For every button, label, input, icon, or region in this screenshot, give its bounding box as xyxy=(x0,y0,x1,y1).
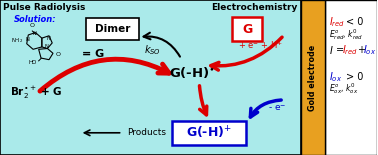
Text: N: N xyxy=(47,36,51,41)
Text: $E^{o}_{ox}$, $k^{0}_{ox}$: $E^{o}_{ox}$, $k^{0}_{ox}$ xyxy=(329,82,358,96)
Text: $k_{SO}$: $k_{SO}$ xyxy=(144,43,161,57)
Text: G(-H)$^{\bullet}$: G(-H)$^{\bullet}$ xyxy=(169,64,215,80)
Text: > 0: > 0 xyxy=(346,72,363,82)
Text: +: + xyxy=(357,45,365,55)
Text: $I_{ox}$: $I_{ox}$ xyxy=(363,43,376,57)
Text: G(-H)$^{+}$: G(-H)$^{+}$ xyxy=(186,125,232,141)
Text: Electrochemistry: Electrochemistry xyxy=(212,3,298,12)
Text: O: O xyxy=(30,23,35,28)
Text: - e$^{-}$: - e$^{-}$ xyxy=(268,103,286,113)
Text: = G: = G xyxy=(82,49,104,59)
Text: + e$^{-}$ + H$^{+}$: + e$^{-}$ + H$^{+}$ xyxy=(239,39,284,51)
Text: NH$_2$: NH$_2$ xyxy=(11,36,23,45)
Text: Dimer: Dimer xyxy=(95,24,130,34)
FancyBboxPatch shape xyxy=(86,18,139,40)
Text: $I$: $I$ xyxy=(329,44,333,56)
Bar xyxy=(301,0,325,155)
Text: < 0: < 0 xyxy=(346,17,363,27)
Bar xyxy=(325,0,376,155)
Text: HO: HO xyxy=(29,60,37,65)
Text: N: N xyxy=(45,44,48,49)
Text: Products: Products xyxy=(127,128,167,137)
Bar xyxy=(0,0,301,155)
FancyBboxPatch shape xyxy=(172,121,246,145)
Text: G: G xyxy=(242,23,252,36)
Text: $E^{o}_{red}$, $k^{0}_{red}$: $E^{o}_{red}$, $k^{0}_{red}$ xyxy=(329,27,363,42)
Text: N: N xyxy=(33,31,37,36)
Text: Br$_2^{\bullet+}$ + G: Br$_2^{\bullet+}$ + G xyxy=(10,85,62,101)
Text: O: O xyxy=(56,52,60,57)
Text: $I_{red}$: $I_{red}$ xyxy=(329,15,345,29)
Text: Pulse Radiolysis: Pulse Radiolysis xyxy=(3,3,85,12)
Text: Gold electrode: Gold electrode xyxy=(308,45,318,111)
Text: N: N xyxy=(25,37,29,42)
Text: Solution:: Solution: xyxy=(14,15,57,24)
Text: =: = xyxy=(336,45,344,55)
Text: $I_{ox}$: $I_{ox}$ xyxy=(329,70,342,84)
FancyBboxPatch shape xyxy=(232,17,262,41)
Text: $I_{red}$: $I_{red}$ xyxy=(342,43,358,57)
